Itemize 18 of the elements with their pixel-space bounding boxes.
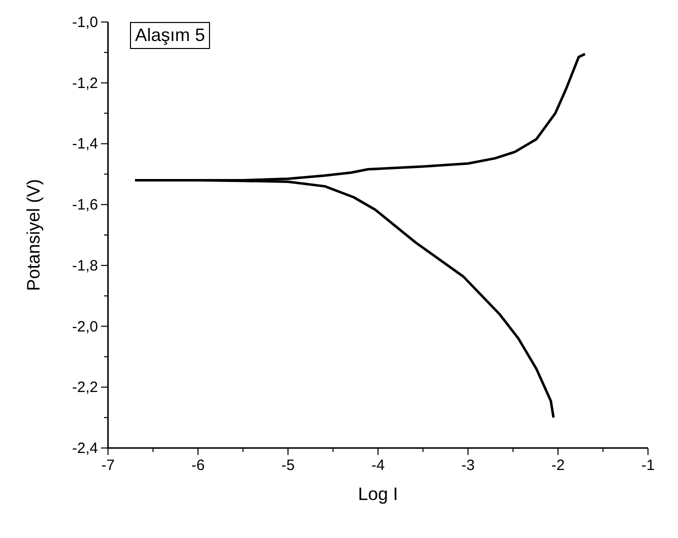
x-tick-label: -7 (101, 457, 115, 474)
x-tick-label: -4 (371, 457, 385, 474)
y-tick-label: -1,2 (72, 74, 98, 92)
x-tick-label: -6 (191, 457, 205, 474)
x-tick-label: -2 (551, 457, 565, 474)
y-tick-label: -2,4 (72, 440, 98, 457)
x-tick-label: -3 (461, 457, 475, 474)
y-tick-label: -1,8 (72, 257, 98, 274)
x-tick-label: -5 (281, 457, 295, 474)
y-tick-label: -1,4 (72, 136, 98, 153)
y-tick-label: -2,2 (72, 379, 98, 396)
y-tick-label: -2,0 (72, 318, 98, 336)
y-axis-title: Potansiyel (V) (23, 178, 44, 292)
annotation: Alaşım 5 (130, 22, 210, 49)
x-tick-label: -1 (641, 457, 655, 474)
x-axis-title: Log I (358, 484, 398, 504)
y-tick-label: -1,0 (72, 14, 98, 31)
y-tick-label: -1,6 (72, 196, 98, 214)
